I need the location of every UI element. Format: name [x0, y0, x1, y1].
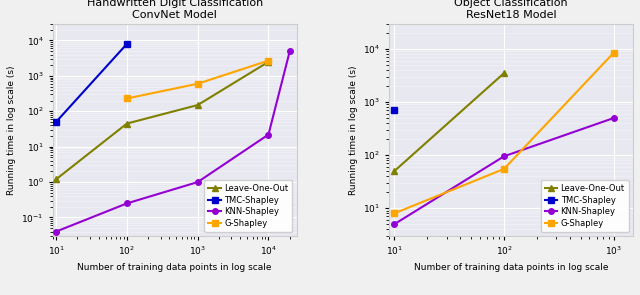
Line: G-Shapley: G-Shapley	[124, 58, 271, 101]
Line: G-Shapley: G-Shapley	[392, 50, 616, 216]
Line: TMC-Shapley: TMC-Shapley	[53, 41, 130, 125]
G-Shapley	[264, 59, 272, 62]
G-Shapley	[123, 97, 131, 100]
KNN-Shapley	[194, 180, 202, 184]
KNN-Shapley	[500, 155, 508, 158]
Title: Handwritten Digit Classification
ConvNet Model: Handwritten Digit Classification ConvNet…	[86, 0, 263, 20]
Line: KNN-Shapley: KNN-Shapley	[53, 48, 292, 234]
G-Shapley	[610, 51, 618, 55]
G-Shapley	[500, 167, 508, 171]
Leave-One-Out	[500, 71, 508, 75]
KNN-Shapley	[264, 133, 272, 136]
Line: KNN-Shapley: KNN-Shapley	[392, 115, 616, 227]
Leave-One-Out	[390, 169, 398, 173]
Legend: Leave-One-Out, TMC-Shapley, KNN-Shapley, G-Shapley: Leave-One-Out, TMC-Shapley, KNN-Shapley,…	[204, 180, 292, 232]
G-Shapley	[194, 82, 202, 86]
KNN-Shapley	[123, 202, 131, 205]
Leave-One-Out	[194, 103, 202, 107]
X-axis label: Number of training data points in log scale: Number of training data points in log sc…	[414, 263, 609, 272]
Line: Leave-One-Out: Leave-One-Out	[53, 59, 271, 182]
Legend: Leave-One-Out, TMC-Shapley, KNN-Shapley, G-Shapley: Leave-One-Out, TMC-Shapley, KNN-Shapley,…	[541, 180, 629, 232]
Title: Object Classification
ResNet18 Model: Object Classification ResNet18 Model	[454, 0, 568, 20]
Y-axis label: Running time in log scale (s): Running time in log scale (s)	[7, 65, 16, 194]
TMC-Shapley	[52, 120, 60, 124]
Leave-One-Out	[264, 60, 272, 64]
Y-axis label: Running time in log scale (s): Running time in log scale (s)	[349, 65, 358, 194]
KNN-Shapley	[390, 222, 398, 226]
TMC-Shapley	[123, 42, 131, 46]
KNN-Shapley	[610, 116, 618, 120]
Leave-One-Out	[123, 122, 131, 125]
Leave-One-Out	[52, 178, 60, 181]
X-axis label: Number of training data points in log scale: Number of training data points in log sc…	[77, 263, 272, 272]
KNN-Shapley	[52, 230, 60, 233]
KNN-Shapley	[286, 49, 294, 53]
G-Shapley	[390, 212, 398, 215]
Line: Leave-One-Out: Leave-One-Out	[392, 71, 507, 174]
